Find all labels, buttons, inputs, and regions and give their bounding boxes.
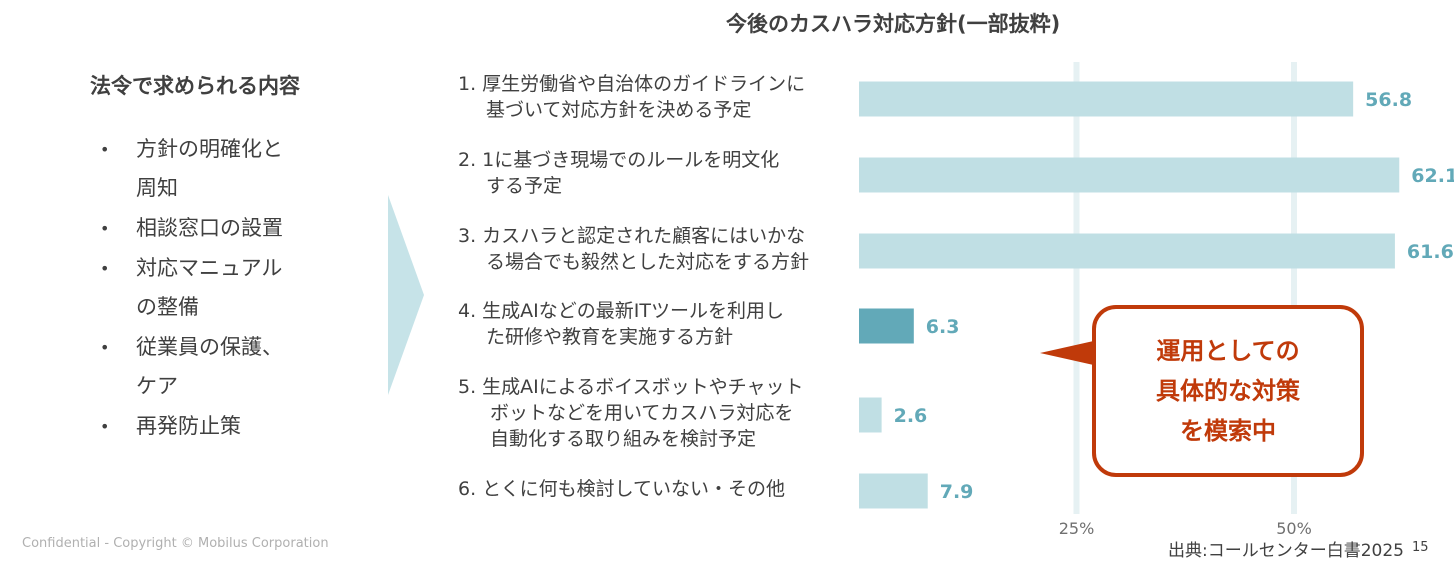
requirement-text: 周知 [136, 176, 178, 200]
category-label: 6. とくに何も検討していない・その他 [458, 476, 858, 502]
bar [859, 473, 928, 509]
category-label: 5. 生成AIによるボイスボットやチャットボットなどを用いてカスハラ対応を 自動化… [458, 374, 858, 452]
requirement-item: • 従業員の保護、 ケア [100, 328, 360, 406]
gridline [1291, 62, 1297, 514]
category-label-line: ボットなどを用いてカスハラ対応を [490, 402, 794, 424]
callout-line: 運用としての [1156, 337, 1300, 365]
bar [859, 157, 1400, 193]
requirements-list: • 方針の明確化と 周知 • 相談窓口の設置 • 対応マニュアル の整備 • 従業員の保護、 ケア •… [100, 130, 360, 447]
category-label-line: 5. 生成AIによるボイスボットやチャット [458, 376, 804, 398]
copyright-text: Confidential - Copyright © Mobilus Corpo… [22, 536, 329, 551]
category-label-line: 3. カスハラと認定された顧客にはいかな [458, 225, 806, 247]
category-label-line: 基づいて対応方針を決める予定 [486, 99, 752, 121]
bar [859, 397, 882, 433]
bullet-dot-icon: • [100, 219, 110, 238]
requirement-item: • 再発防止策 [100, 407, 360, 446]
x-tick-label: 25% [1059, 519, 1095, 538]
category-label: 1. 厚生労働省や自治体のガイドラインに基づいて対応方針を決める予定 [458, 71, 858, 123]
category-label-line: 1. 厚生労働省や自治体のガイドラインに [458, 73, 806, 95]
category-label-line: 2. 1に基づき現場でのルールを明文化 [458, 149, 780, 171]
category-label-line: 6. とくに何も検討していない・その他 [458, 478, 786, 500]
requirement-item: • 相談窓口の設置 [100, 209, 360, 248]
bullet-dot-icon: • [100, 140, 110, 159]
gridline [1073, 62, 1080, 514]
category-label-line: た研修や教育を実施する方針 [486, 326, 734, 348]
arrow-chevron-icon [388, 195, 424, 395]
category-label-line: する予定 [486, 175, 563, 197]
page-number: 15 [1412, 540, 1429, 555]
bar-value-label: 61.6 [1407, 241, 1454, 263]
bar [859, 308, 914, 344]
source-text: 出典:コールセンター白書2025 [1168, 541, 1404, 561]
bar-value-label: 56.8 [1365, 89, 1412, 111]
x-tick-label: 50% [1276, 519, 1312, 538]
requirement-item: • 方針の明確化と 周知 [100, 130, 360, 208]
callout-box: 運用としての 具体的な対策 を模索中 [1092, 305, 1364, 477]
category-label: 3. カスハラと認定された顧客にはいかなる場合でも毅然とした対応をする方針 [458, 223, 858, 275]
requirement-text: 従業員の保護、 [136, 335, 283, 359]
category-label-line: 4. 生成AIなどの最新ITツールを利用し [458, 300, 784, 322]
requirement-text: の整備 [136, 295, 199, 319]
bar-value-label: 2.6 [894, 405, 928, 427]
callout-line: を模索中 [1180, 417, 1276, 445]
bar-value-label: 6.3 [926, 316, 960, 338]
bar [859, 81, 1354, 117]
requirement-text: ケア [136, 374, 178, 398]
bar-value-label: 7.9 [940, 481, 974, 503]
requirement-text: 対応マニュアル [136, 256, 283, 280]
requirement-text: 相談窓口の設置 [136, 216, 283, 240]
bullet-dot-icon: • [100, 417, 110, 436]
requirement-text: 再発防止策 [136, 414, 241, 438]
bullet-dot-icon: • [100, 338, 110, 357]
category-label-line: 自動化する取り組みを検討予定 [490, 428, 757, 450]
left-section-title: 法令で求められる内容 [90, 74, 300, 98]
bar [859, 233, 1395, 269]
category-label-line: る場合でも毅然とした対応をする方針 [486, 251, 810, 273]
requirement-item: • 対応マニュアル の整備 [100, 249, 360, 327]
bullet-dot-icon: • [100, 259, 110, 278]
category-label: 4. 生成AIなどの最新ITツールを利用した研修や教育を実施する方針 [458, 298, 858, 350]
chart-title: 今後のカスハラ対応方針(一部抜粋) [726, 12, 1061, 36]
callout-pointer-icon [1040, 340, 1098, 366]
callout-line: 具体的な対策 [1156, 377, 1300, 405]
requirement-text: 方針の明確化と [136, 137, 283, 161]
bar-value-label: 62.1 [1411, 165, 1454, 187]
category-label: 2. 1に基づき現場でのルールを明文化する予定 [458, 147, 858, 199]
